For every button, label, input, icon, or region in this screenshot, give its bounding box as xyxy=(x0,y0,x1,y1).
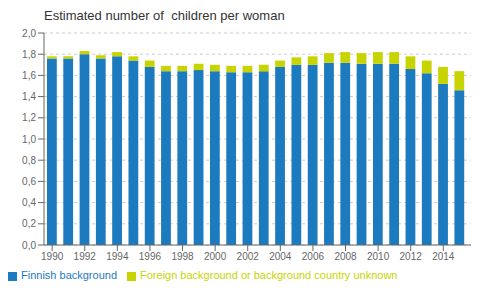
svg-text:2002: 2002 xyxy=(237,251,260,262)
svg-text:0,4: 0,4 xyxy=(22,197,36,208)
svg-text:1,8: 1,8 xyxy=(22,49,36,60)
html-text:Finnish background: Finnish background xyxy=(21,269,117,281)
svg-text:1996: 1996 xyxy=(139,251,162,262)
svg-text:1,0: 1,0 xyxy=(22,134,36,145)
svg-text:1990: 1990 xyxy=(41,251,64,262)
svg-text:2004: 2004 xyxy=(269,251,292,262)
svg-text:2006: 2006 xyxy=(302,251,325,262)
svg-text:1,2: 1,2 xyxy=(22,112,36,123)
svg-text:2,0: 2,0 xyxy=(22,28,36,39)
svg-text:0,2: 0,2 xyxy=(22,218,36,229)
svg-text:1992: 1992 xyxy=(74,251,97,262)
svg-text:2008: 2008 xyxy=(334,251,357,262)
html-text:Estimated number of children p: Estimated number of children per woman xyxy=(44,8,285,23)
svg-text:2010: 2010 xyxy=(367,251,390,262)
svg-text:2000: 2000 xyxy=(204,251,227,262)
svg-text:0,0: 0,0 xyxy=(22,240,36,251)
svg-text:1,4: 1,4 xyxy=(22,91,36,102)
html-text:Foreign background or backgrou: Foreign background or background country… xyxy=(140,269,398,281)
svg-text:1998: 1998 xyxy=(171,251,194,262)
svg-text:1,6: 1,6 xyxy=(22,70,36,81)
svg-text:0,8: 0,8 xyxy=(22,155,36,166)
svg-text:0,6: 0,6 xyxy=(22,176,36,187)
svg-text:1994: 1994 xyxy=(106,251,129,262)
svg-text:2012: 2012 xyxy=(400,251,423,262)
svg-text:2014: 2014 xyxy=(432,251,455,262)
